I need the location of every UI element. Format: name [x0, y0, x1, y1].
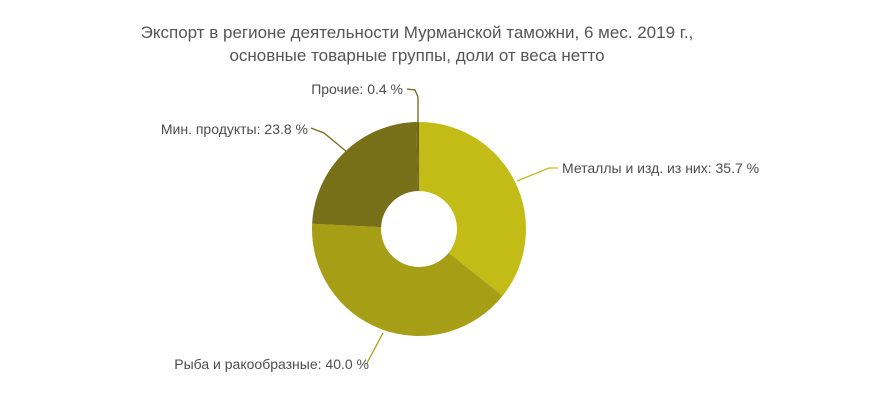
slice-label-other: Прочие: 0.4 %	[311, 81, 403, 97]
pie-slice-1[interactable]	[312, 223, 503, 337]
pie-slice-0[interactable]	[419, 122, 527, 296]
chart-title-line2: основные товарные группы, доли от веса н…	[229, 46, 605, 65]
donut-slices	[312, 121, 527, 337]
pie-slice-2[interactable]	[312, 122, 419, 228]
callout-line-minerals	[310, 127, 348, 153]
chart-title: Экспорт в регионе деятельности Мурманско…	[0, 21, 834, 67]
callout-line-fish	[366, 332, 384, 364]
slice-label-metals: Металлы и изд. из них: 35.7 %	[562, 160, 760, 176]
slice-label-minerals: Мин. продукты: 23.8 %	[160, 121, 308, 137]
callout-line-other	[406, 88, 419, 137]
callout-lines	[310, 88, 558, 364]
pie-slice-3[interactable]	[416, 121, 419, 192]
callout-line-metals	[516, 167, 558, 182]
slice-label-fish: Рыба и ракообразные: 40.0 %	[174, 356, 369, 372]
chart-title-line1: Экспорт в регионе деятельности Мурманско…	[140, 23, 694, 42]
